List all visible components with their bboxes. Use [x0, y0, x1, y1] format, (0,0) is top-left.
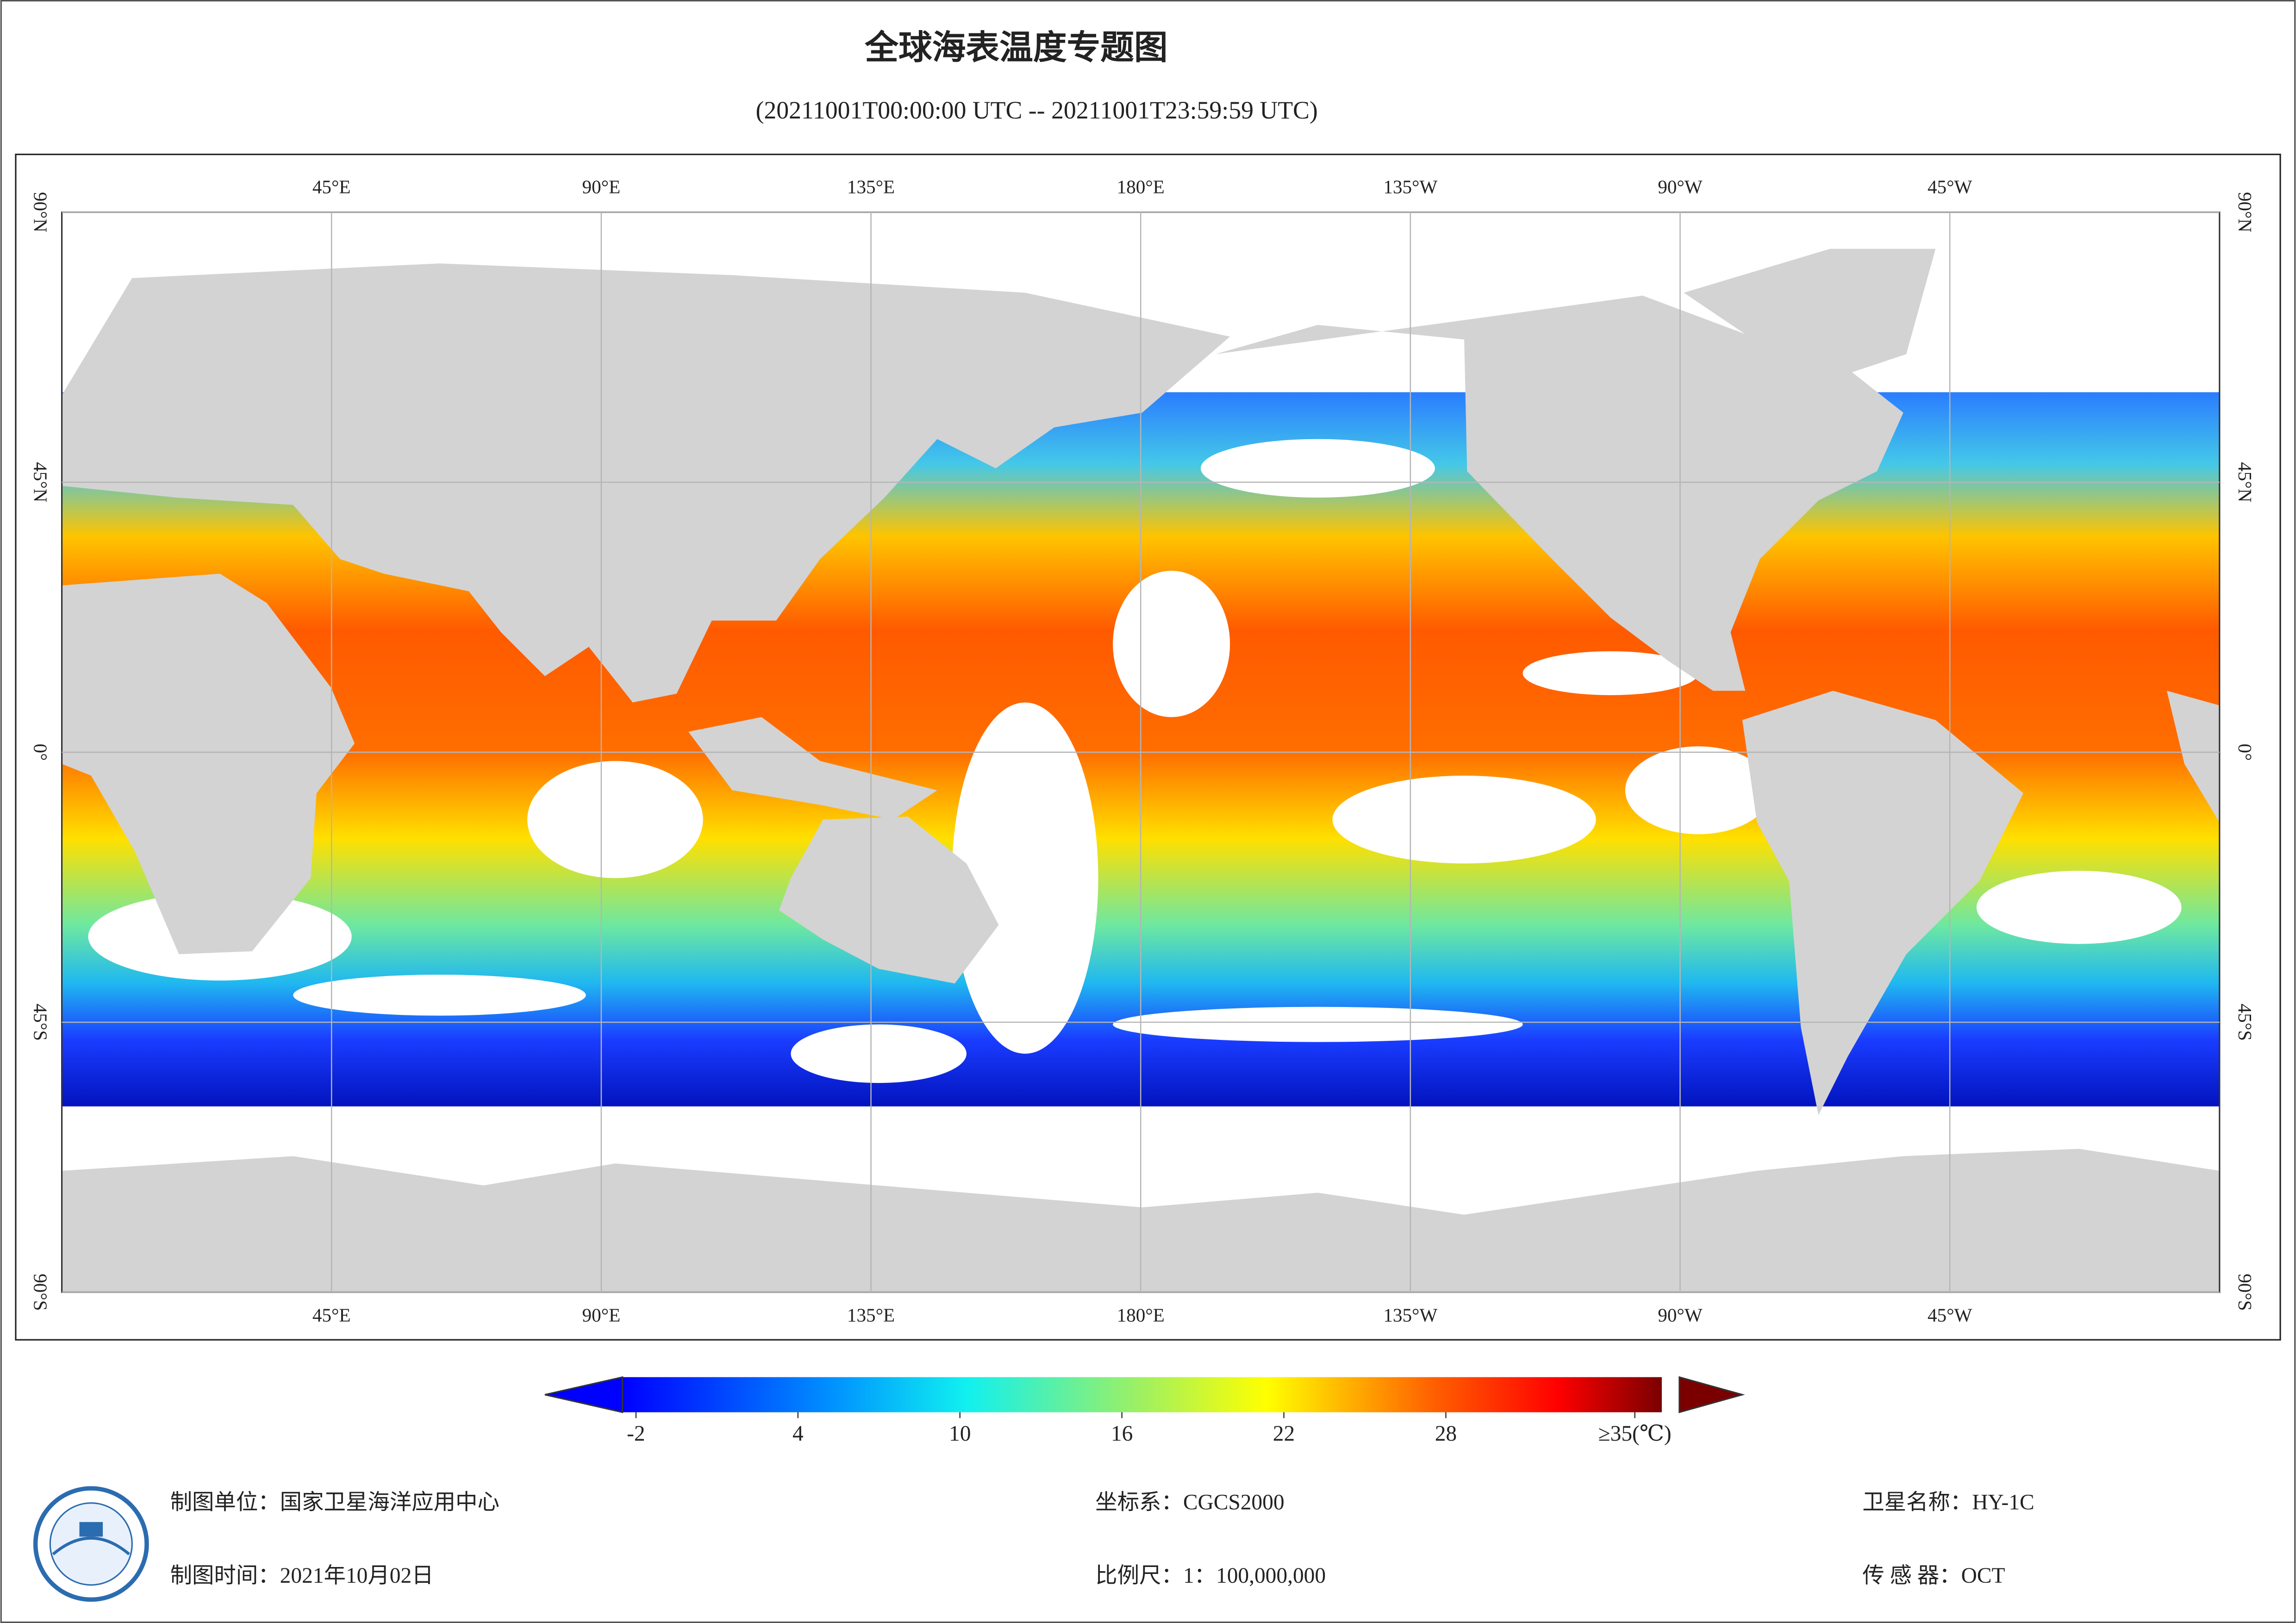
colorbar-label: 22 — [1273, 1422, 1295, 1446]
lon-label-bottom: 90°E — [582, 1305, 621, 1326]
footer-sensor: 传 感 器：OCT — [1862, 1564, 2005, 1588]
lon-label-top: 45°W — [1928, 176, 1972, 197]
lon-label-bottom: 45°E — [312, 1305, 351, 1326]
colorbar-label: ≥35(℃) — [1598, 1422, 1672, 1446]
colorbar — [622, 1377, 1662, 1412]
lon-label-top: 90°E — [582, 176, 621, 197]
lon-label-top: 135°W — [1383, 176, 1437, 197]
lat-label-left: 45°N — [30, 462, 51, 502]
lon-label-bottom: 90°W — [1658, 1305, 1703, 1326]
lon-label-bottom: 45°W — [1928, 1305, 1972, 1326]
footer-satellite: 卫星名称：HY-1C — [1862, 1491, 2034, 1515]
colorbar-label: -2 — [627, 1422, 645, 1446]
footer-time: 制图时间：2021年10月02日 — [170, 1564, 434, 1588]
lat-label-right: 45°N — [2234, 462, 2256, 502]
lon-label-top: 90°W — [1658, 176, 1703, 197]
lat-label-right: 90°N — [2234, 192, 2256, 232]
lat-label-left: 90°N — [30, 192, 51, 232]
lat-label-left: 45°S — [30, 1004, 51, 1041]
lat-label-right: 90°S — [2234, 1274, 2256, 1311]
lat-label-right: 45°S — [2234, 1004, 2256, 1041]
colorbar-label: 28 — [1435, 1422, 1457, 1446]
lat-label-right: 0° — [2234, 744, 2256, 761]
colorbar-high-arrow — [1678, 1376, 1745, 1413]
subtitle: (20211001T00:00:00 UTC -- 20211001T23:59… — [756, 96, 1318, 124]
lon-label-bottom: 135°E — [847, 1305, 895, 1326]
footer-scale: 比例尺：1：100,000,000 — [1095, 1564, 1326, 1588]
title: 全球海表温度专题图 — [864, 28, 1167, 68]
colorbar-label: 10 — [949, 1422, 971, 1446]
lon-label-top: 45°E — [312, 176, 351, 197]
lon-label-top: 180°E — [1117, 176, 1165, 197]
footer-crs: 坐标系：CGCS2000 — [1095, 1491, 1284, 1515]
footer-unit: 制图单位：国家卫星海洋应用中心 — [170, 1491, 499, 1515]
colorbar-low-arrow — [544, 1376, 624, 1413]
logo — [33, 1486, 149, 1602]
lon-label-bottom: 180°E — [1117, 1305, 1165, 1326]
lon-label-bottom: 135°W — [1383, 1305, 1437, 1326]
map-panel — [15, 154, 2281, 1341]
colorbar-label: 4 — [792, 1422, 804, 1446]
colorbar-label: 16 — [1111, 1422, 1133, 1446]
lat-label-left: 90°S — [30, 1274, 51, 1311]
cloud-gaps — [88, 439, 2182, 1083]
lon-label-top: 135°E — [847, 176, 895, 197]
lat-label-left: 0° — [30, 744, 51, 761]
